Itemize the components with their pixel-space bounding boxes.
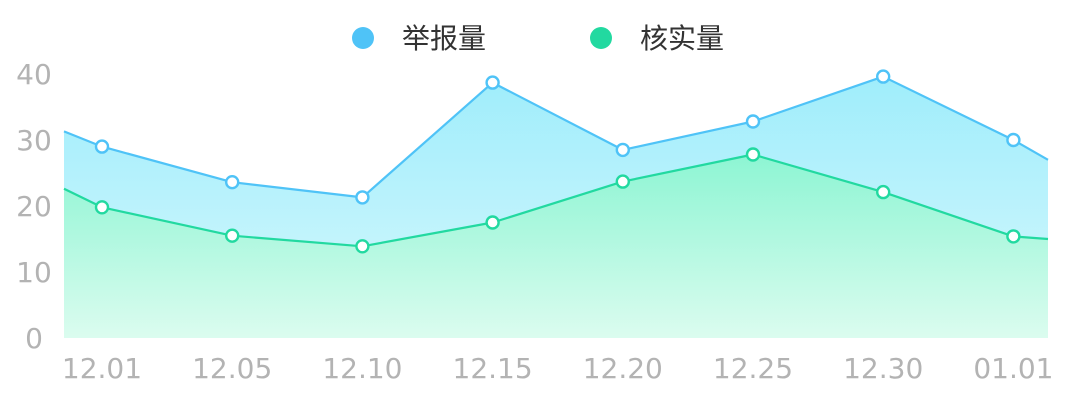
series-1-point[interactable] — [94, 139, 110, 154]
series-2-point[interactable] — [224, 228, 240, 243]
legend: 举报量 核实量 — [352, 22, 724, 55]
y-tick-label: 0 — [25, 322, 43, 355]
x-tick-label: 01.01 — [973, 352, 1053, 385]
series-1-point[interactable] — [1006, 132, 1021, 148]
series-1-point[interactable] — [355, 190, 370, 205]
x-tick-label: 12.01 — [62, 352, 142, 385]
legend-item-1[interactable]: 举报量 — [352, 22, 486, 55]
legend-label: 举报量 — [402, 22, 486, 55]
series-lines — [63, 75, 1049, 248]
y-tick-label: 20 — [16, 190, 52, 223]
series-1-point[interactable] — [615, 142, 630, 158]
series-1-point[interactable] — [224, 174, 240, 190]
y-axis: 0 10 20 30 40 — [16, 58, 52, 355]
series-1-point[interactable] — [876, 69, 891, 84]
y-tick-label: 10 — [16, 256, 52, 289]
x-tick-label: 12.05 — [192, 352, 272, 385]
x-tick-label: 12.15 — [453, 352, 533, 385]
series-2-point[interactable] — [94, 200, 110, 215]
series-2-point[interactable] — [615, 174, 630, 189]
series-2-point[interactable] — [1006, 229, 1021, 244]
data-points — [94, 69, 1021, 254]
legend-label: 核实量 — [640, 22, 724, 55]
x-axis: 12.01 12.05 12.10 12.15 12.20 12.25 12.30 01.01 — [62, 352, 1054, 385]
series-2-point[interactable] — [745, 147, 761, 162]
x-tick-label: 12.20 — [583, 352, 663, 385]
legend-item-2[interactable]: 核实量 — [590, 22, 724, 55]
legend-marker — [590, 27, 612, 49]
y-tick-label: 40 — [16, 58, 52, 91]
series-2-line — [63, 153, 1049, 248]
series-1-line — [63, 75, 1049, 199]
x-tick-label: 12.10 — [322, 352, 402, 385]
x-tick-label: 12.30 — [843, 352, 923, 385]
series-2-point[interactable] — [876, 184, 891, 200]
legend-marker — [352, 27, 374, 49]
series-2-point[interactable] — [485, 215, 500, 230]
y-tick-label: 30 — [16, 124, 52, 157]
series-1-point[interactable] — [485, 75, 500, 90]
x-tick-label: 12.25 — [713, 352, 793, 385]
series-2-point[interactable] — [355, 239, 370, 254]
area-fills — [64, 76, 1048, 338]
series-1-point[interactable] — [745, 114, 761, 129]
series-2-area — [64, 154, 1048, 338]
